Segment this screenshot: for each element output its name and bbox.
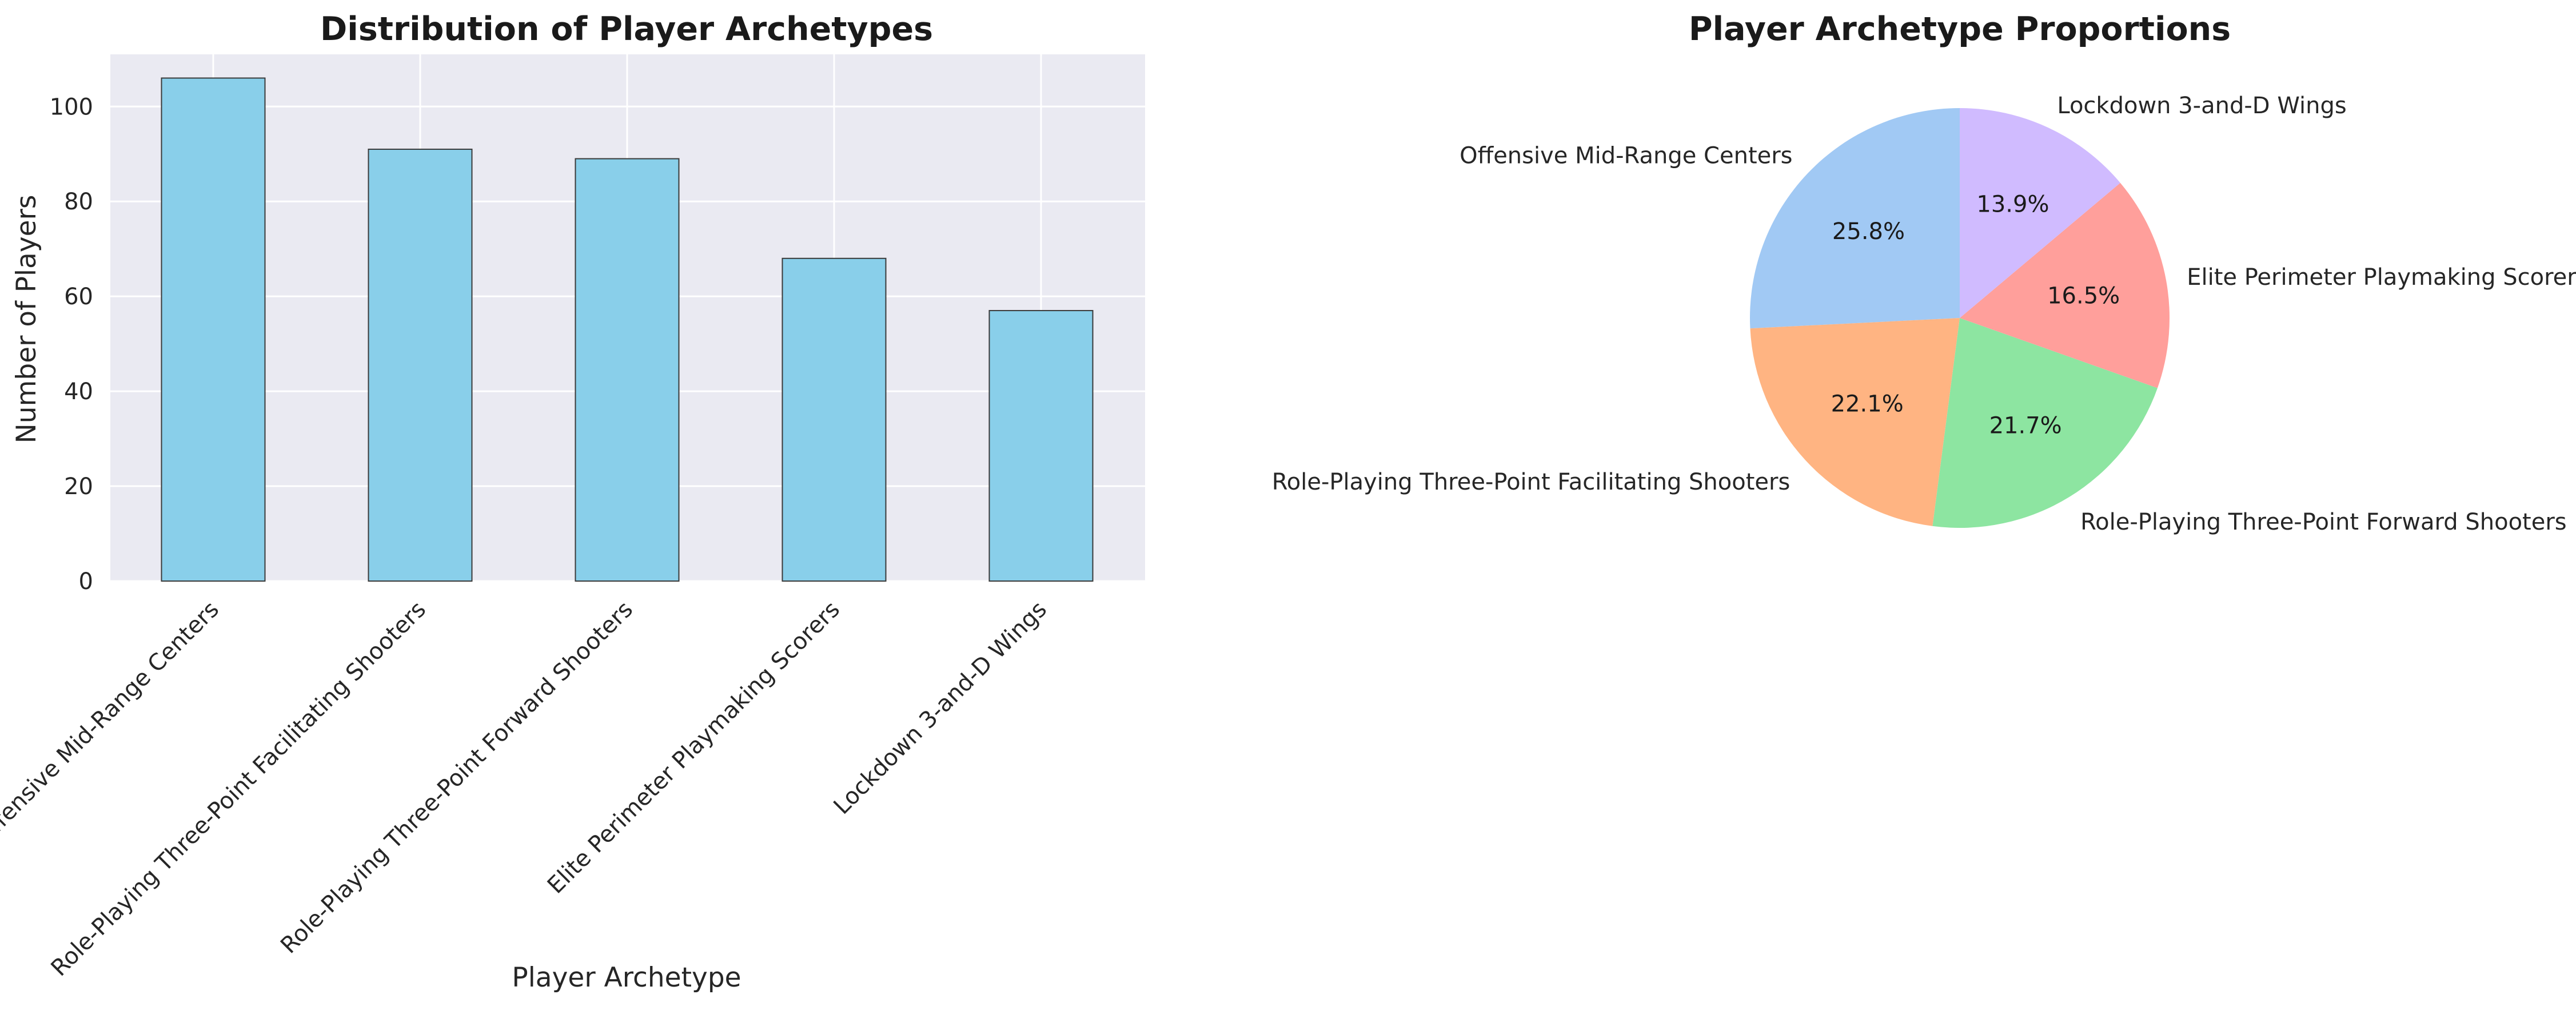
pie-percent-labels: 25.8% 22.1% 21.7% 16.5% 13.9% bbox=[1831, 191, 2120, 439]
bar bbox=[988, 310, 1094, 582]
pie-slice-label: Role-Playing Three-Point Facilitating Sh… bbox=[1272, 469, 1791, 495]
y-tick-label: 40 bbox=[64, 379, 93, 405]
y-tick-label: 60 bbox=[64, 284, 93, 310]
bar bbox=[368, 148, 473, 582]
pie-slice bbox=[1960, 108, 2120, 318]
x-tick-label: Role-Playing Three-Point Forward Shooter… bbox=[276, 597, 638, 959]
pie-percent-label: 25.8% bbox=[1832, 218, 1905, 245]
pie-percent-label: 16.5% bbox=[2047, 283, 2120, 309]
pie-slice bbox=[1932, 318, 2158, 528]
x-tick-labels: Offensive Mid-Range CentersRole-Playing … bbox=[0, 597, 1052, 982]
x-tick-label: Lockdown 3-and-D Wings bbox=[829, 597, 1052, 820]
pie-labels: Offensive Mid-Range Centers Role-Playing … bbox=[1272, 93, 2576, 535]
pie-percent-label: 13.9% bbox=[1976, 191, 2049, 217]
y-tick-labels: 0 20 40 60 80 100 bbox=[50, 94, 93, 595]
x-tick-label: Role-Playing Three-Point Facilitating Sh… bbox=[46, 597, 432, 982]
pie-percent-label: 21.7% bbox=[1989, 413, 2062, 439]
y-axis-label: Number of Players bbox=[11, 195, 42, 444]
bar bbox=[575, 158, 680, 582]
pie-chart-title: Player Archetype Proportions bbox=[1689, 10, 2231, 48]
pie-slices bbox=[1750, 108, 2170, 528]
bar bbox=[781, 257, 887, 582]
bar-chart: 0 20 40 60 80 100 Offensive Mid-Range Centers… bbox=[0, 10, 1145, 993]
pie-slice-label: Offensive Mid-Range Centers bbox=[1460, 143, 1792, 169]
pie-chart: Offensive Mid-Range Centers Role-Playing … bbox=[1272, 10, 2576, 535]
y-tick-label: 0 bbox=[79, 568, 93, 595]
pie-slice bbox=[1750, 318, 1960, 526]
pie-slice-label: Elite Perimeter Playmaking Scorers bbox=[2187, 264, 2576, 291]
y-tick-label: 20 bbox=[64, 474, 93, 500]
x-axis-label: Player Archetype bbox=[512, 962, 741, 993]
y-tick-label: 100 bbox=[50, 94, 93, 120]
pie-slice bbox=[1960, 182, 2170, 388]
bar bbox=[161, 77, 266, 582]
pie-slice-label: Role-Playing Three-Point Forward Shooter… bbox=[2080, 509, 2567, 535]
bar-chart-title: Distribution of Player Archetypes bbox=[320, 10, 933, 48]
bar-series bbox=[161, 77, 1094, 582]
x-tick-label: Offensive Mid-Range Centers bbox=[0, 597, 224, 850]
pie-slice bbox=[1750, 108, 1960, 329]
y-tick-label: 80 bbox=[64, 189, 93, 215]
pie-percent-label: 22.1% bbox=[1831, 391, 1904, 417]
pie-slice-label: Lockdown 3-and-D Wings bbox=[2057, 93, 2346, 119]
